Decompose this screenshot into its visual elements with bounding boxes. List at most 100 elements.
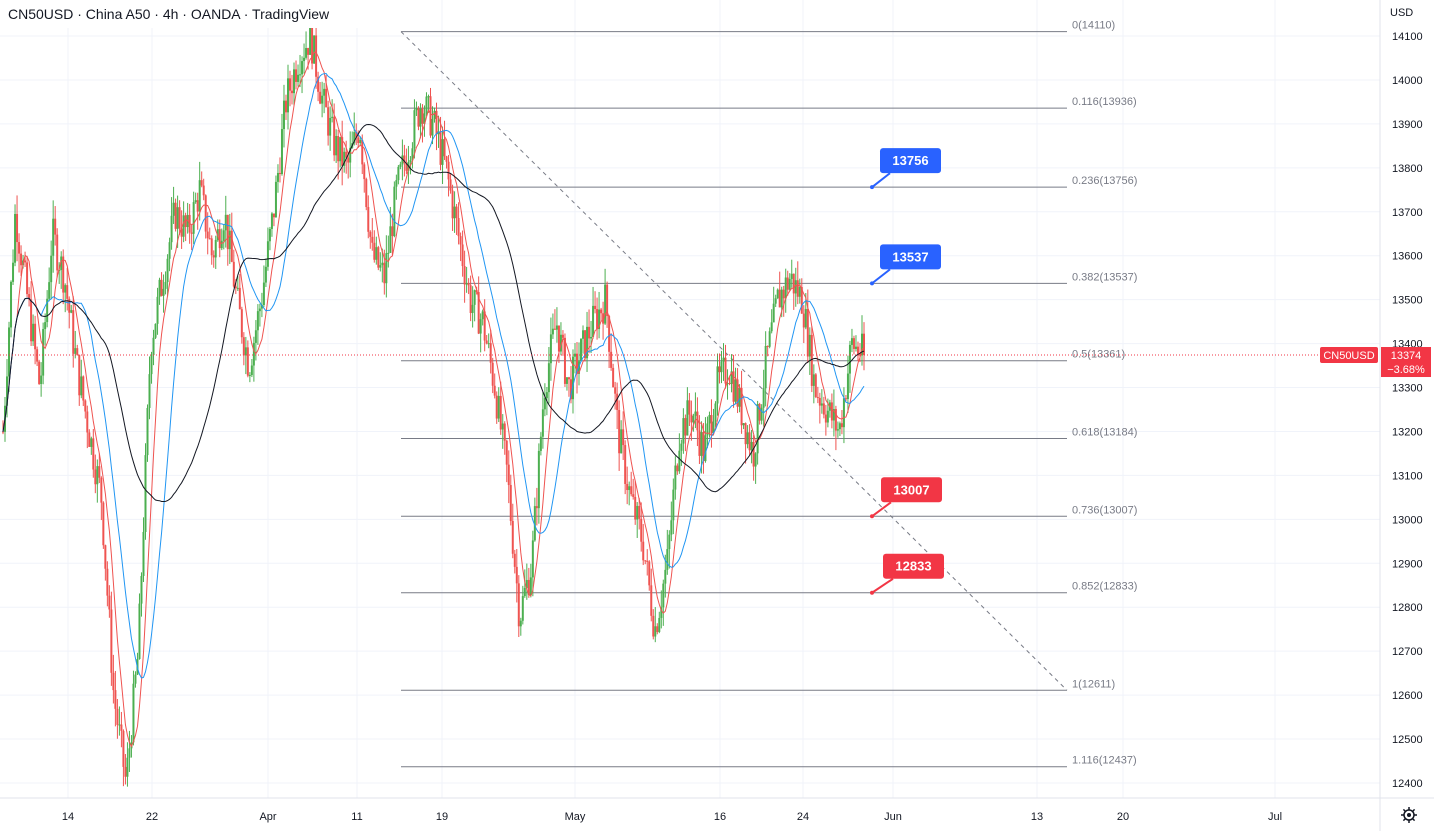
candle-body [586,326,589,359]
candle-body [708,415,711,424]
candle-body [816,396,819,398]
callout-13537[interactable]: 13537 [870,244,941,286]
grid-layer [0,0,1380,798]
candle-body [666,549,669,570]
candle-body [210,238,213,256]
candle-body [682,418,685,444]
candle-body [760,407,763,421]
x-tick-label: Jul [1268,811,1282,823]
y-tick-label: 12500 [1392,734,1423,746]
x-tick-label: 13 [1031,811,1043,823]
ma-layer [0,51,1380,748]
candle-body [509,485,512,522]
candle-body [367,207,370,232]
candle-body [614,387,617,394]
candle-body [56,234,59,271]
candle-body [596,309,599,330]
candle-body [543,398,546,410]
candle-body [553,328,556,330]
candle-body [600,309,603,314]
callout-13756[interactable]: 13756 [870,148,941,190]
callout-pointer [871,577,894,594]
candle-body [678,450,681,472]
candle-body [268,228,271,242]
y-tick-label: 13300 [1392,383,1423,395]
candle-body [792,273,795,294]
candle-body [814,374,817,397]
candle-body [305,48,308,58]
candle-body [471,304,474,314]
candle-body [228,230,231,250]
candle-body [138,603,141,659]
candle-body [423,113,426,124]
candle-body [602,313,605,324]
candle-body [258,308,261,312]
fib-level-label: 0.852(12833) [1072,581,1137,593]
candle-body [244,347,247,356]
candle-body [670,520,673,535]
y-tick-label: 13600 [1392,251,1423,263]
currency-label[interactable]: USD [1390,7,1413,19]
candle-body [150,355,153,375]
candle-body [832,409,835,421]
candle-body [391,226,394,237]
candle-body [706,423,709,436]
candle-body [648,561,651,586]
candle-body [134,674,137,684]
candle-body [357,137,360,143]
candle-body [590,336,593,339]
candle-body [417,108,420,127]
candle-body [124,766,127,777]
x-tick-label: 16 [714,811,726,823]
candle-body [222,230,225,241]
candle-body [8,327,11,377]
candle-body [395,180,398,187]
candle-body [664,569,667,584]
candle-body [363,164,366,180]
candle-body [501,423,504,430]
x-tick-label: 19 [436,811,448,823]
candle-body [355,132,358,138]
candle-body [214,239,217,258]
candle-body [164,282,167,289]
candle-body [353,132,356,144]
candle-body [497,395,500,419]
fib-level-label: 0.236(13756) [1072,175,1137,187]
x-tick-label: Apr [259,811,276,823]
candle-body [36,349,39,362]
callout-12833[interactable]: 12833 [870,553,944,595]
candle-body [852,338,855,349]
candle-body [604,284,607,324]
candle-body [323,88,326,96]
candle-body [278,172,281,175]
callout-label: 12833 [895,559,931,574]
candle-body [786,277,789,290]
candle-body [778,289,781,308]
candle-body [176,207,179,229]
candle-body [527,579,530,596]
callout-layer[interactable]: 13756 13537 13007 12833 [870,148,944,595]
candle-body [160,279,163,296]
candle-body [545,392,548,399]
candle-body [576,353,578,374]
candle-body [425,96,428,114]
y-tick-label: 12400 [1392,778,1423,790]
candle-body [732,371,735,402]
candle-body [726,383,729,385]
candle-body [774,298,777,304]
candle-body [519,620,522,627]
candle-body [561,334,564,338]
candle-body [359,139,362,143]
candle-body [630,486,633,495]
candle-body [788,278,791,290]
candle-body [477,292,480,334]
candle-body [20,253,23,266]
candle-body [282,100,285,130]
candle-body [62,256,65,293]
gear-icon[interactable] [1401,807,1417,823]
callout-13007[interactable]: 13007 [870,477,942,519]
candle-body [297,74,300,82]
candle-body [421,108,424,124]
